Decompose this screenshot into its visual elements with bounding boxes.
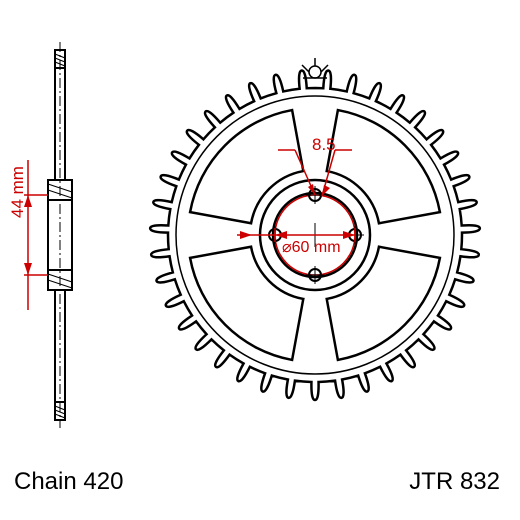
chain-spec-label: Chain 420 <box>14 468 123 496</box>
sprocket-dimensions <box>237 150 355 242</box>
side-view <box>24 42 72 428</box>
technical-drawing: 44 mm 8.5 ⌀60 mm Chain 420 JTR 832 <box>0 0 520 520</box>
part-number-label: JTR 832 <box>409 468 500 496</box>
drawing-svg <box>0 0 520 520</box>
thickness-dimension: 44 mm <box>8 166 28 218</box>
bolt-hole-dimension: 8.5 <box>312 135 336 155</box>
bolt-circle-dimension: ⌀60 mm <box>282 237 341 257</box>
